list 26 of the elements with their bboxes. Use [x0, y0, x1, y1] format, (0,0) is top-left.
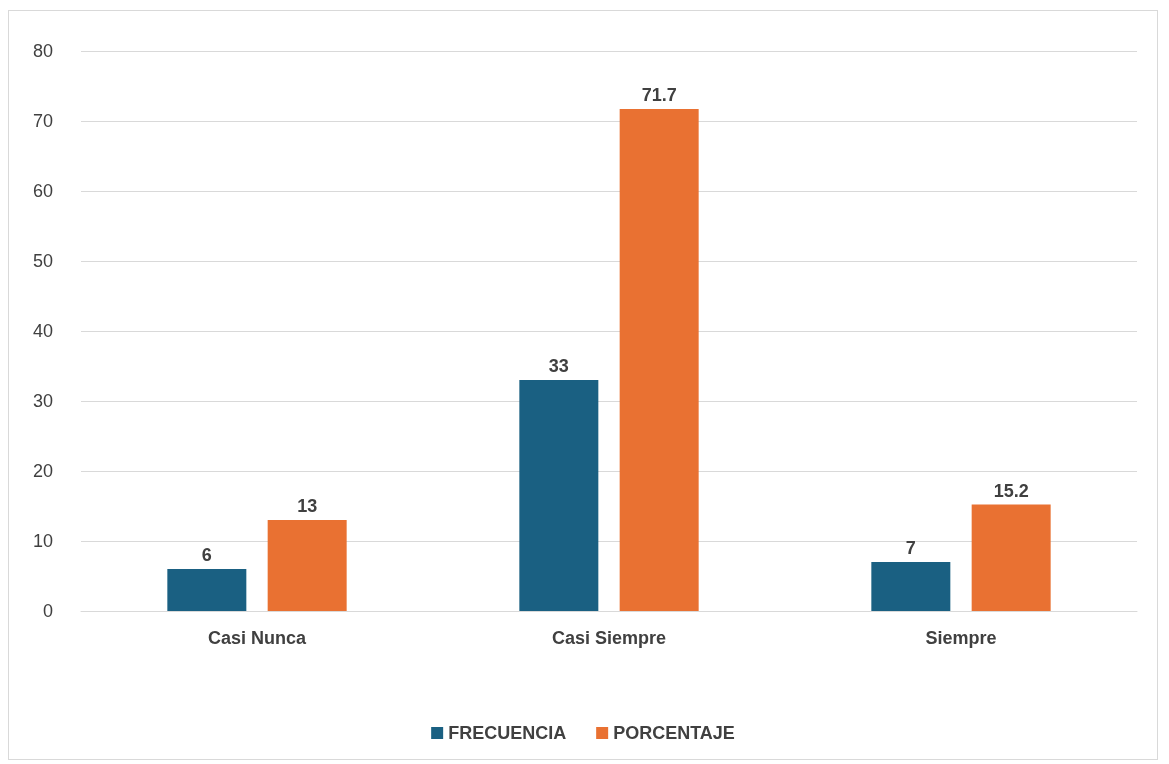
y-tick-label: 70: [32, 111, 53, 131]
y-tick-label: 20: [32, 461, 53, 481]
bar: [619, 109, 699, 611]
x-tick-label: Casi Siempre: [551, 628, 667, 648]
data-label: 71.7: [641, 85, 677, 106]
y-tick-label: 60: [32, 181, 53, 201]
bar: [167, 569, 247, 611]
legend-label: PORCENTAJE: [613, 723, 735, 743]
bar: [519, 380, 599, 611]
data-label: 7: [905, 538, 916, 558]
y-tick-label: 80: [32, 41, 53, 61]
y-tick-label: 50: [32, 251, 53, 271]
data-label: 33: [548, 356, 569, 376]
data-label: 6: [201, 545, 212, 565]
y-tick-label: 30: [32, 391, 53, 411]
data-label: 15.2: [993, 480, 1029, 501]
bar: [267, 520, 347, 611]
x-tick-label: Siempre: [925, 628, 997, 648]
y-tick-label: 40: [32, 321, 53, 341]
y-tick-label: 10: [32, 531, 53, 551]
legend-label: FRECUENCIA: [448, 723, 567, 743]
bar: [971, 504, 1051, 611]
bar: [871, 562, 951, 611]
y-tick-label: 0: [42, 601, 53, 621]
x-tick-label: Casi Nunca: [207, 628, 307, 648]
data-label: 13: [297, 496, 318, 516]
